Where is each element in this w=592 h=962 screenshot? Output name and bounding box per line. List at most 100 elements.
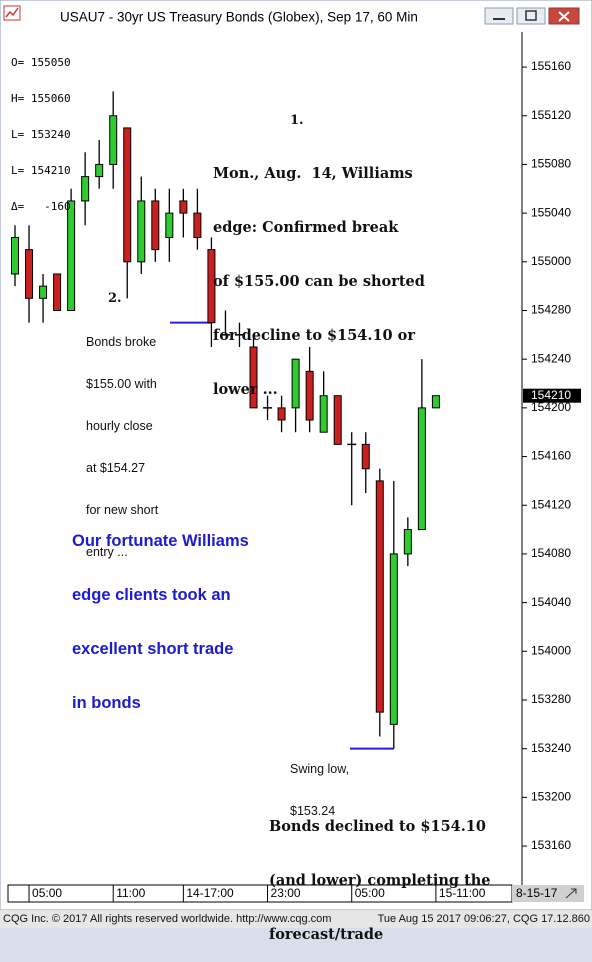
expand-glyph	[565, 888, 577, 899]
y-tick-label: 154080	[531, 546, 571, 560]
y-tick-label: 155040	[531, 205, 571, 219]
annotation-line: forecast/trade	[269, 926, 384, 943]
ohlc-value: 155050	[30, 56, 71, 69]
annotation-line: of $155.00 can be shorted	[213, 273, 425, 290]
y-tick-label: 154040	[531, 595, 571, 609]
chart: USAU7 - 30yr US Treasury Bonds (Globex),…	[0, 0, 592, 928]
ohlc-row: L= 153240	[11, 129, 71, 141]
x-axis-date: 8-15-17	[516, 886, 558, 900]
annotation-line: at $154.27	[86, 461, 146, 475]
y-tick-label: 155000	[531, 254, 571, 268]
annotation-number: 1.	[290, 113, 304, 128]
candle-body	[319, 395, 328, 433]
annotation-line: Our fortunate Williams	[72, 532, 249, 550]
annotation: Mon., Aug. 14, Williams edge: Confirmed …	[213, 129, 425, 417]
annotation-line: Mon., Aug. 14, Williams	[213, 165, 413, 182]
candle-body	[137, 200, 146, 263]
y-tick-label: 153160	[531, 838, 571, 852]
window-title: USAU7 - 30yr US Treasury Bonds (Globex),…	[60, 10, 418, 25]
candle-body	[123, 127, 132, 263]
annotation-line: edge: Confirmed break	[213, 219, 399, 236]
y-tick-label: 153240	[531, 741, 571, 755]
annotation-line: Bonds declined to $154.10	[269, 818, 486, 835]
x-tick-label: 11:00	[116, 886, 145, 900]
ohlc-value: -160	[44, 200, 71, 213]
candle-body	[431, 395, 440, 409]
footer-band	[0, 910, 592, 928]
candle-body	[389, 553, 398, 725]
annotation-line: (and lower) completing the	[269, 872, 491, 889]
ohlc-label: L=	[11, 128, 25, 141]
last-price-box	[523, 388, 581, 403]
y-tick-label: 155160	[531, 59, 571, 73]
ohlc-row: H= 155060	[11, 93, 71, 105]
candle-body	[207, 249, 216, 324]
y-tick-label: 153280	[531, 692, 571, 706]
plot-area	[8, 32, 522, 885]
y-tick-label: 153200	[531, 790, 571, 804]
footer-left: CQG Inc. © 2017 All rights reserved worl…	[3, 913, 332, 925]
x-tick-label: 05:00	[355, 886, 385, 900]
candle-body	[179, 200, 188, 214]
annotation-line: Bonds broke	[86, 335, 157, 349]
candle-body	[291, 358, 300, 409]
annotation-line: for decline to $154.10 or	[213, 327, 415, 344]
annotation-line: in bonds	[72, 694, 141, 712]
candle-body	[375, 480, 384, 713]
annotation-line: for new short	[86, 503, 159, 517]
candle-body	[53, 273, 62, 311]
annotation-line: lower ...	[213, 381, 278, 398]
ohlc-box: O= 155050 H= 155060 L= 153240 L= 154210 …	[11, 33, 71, 225]
candle-body	[249, 346, 258, 409]
annotation: Our fortunate Williams edge clients took…	[72, 496, 249, 730]
ohlc-row: L= 154210	[11, 165, 71, 177]
candle-body	[39, 285, 48, 299]
candle-body	[220, 334, 230, 336]
y-tick-label: 154000	[531, 643, 571, 657]
candle-body	[165, 212, 174, 238]
candle-body	[277, 407, 286, 421]
x-tick-label: 05:00	[32, 886, 62, 900]
candle-body	[347, 443, 357, 446]
candle-body	[417, 407, 426, 531]
maximize-glyph	[525, 10, 537, 21]
annotation-line: $153.24	[290, 804, 336, 818]
candle-body	[333, 395, 342, 445]
y-tick-label: 154200	[531, 400, 571, 414]
candle-body	[193, 212, 202, 238]
candle-body	[234, 334, 244, 336]
minimize-button[interactable]	[484, 7, 514, 25]
y-tick-label: 154280	[531, 303, 571, 317]
annotation-line: $155.00 with	[86, 377, 157, 391]
y-tick-label: 155120	[531, 108, 571, 122]
annotation: Bonds declined to $154.10 (and lower) co…	[269, 782, 491, 962]
ohlc-label: O=	[11, 56, 25, 69]
annotation: Swing low, $153.24	[290, 734, 349, 832]
candle-body	[95, 163, 104, 178]
annotation-line: edge clients took an	[72, 586, 231, 604]
candle-body	[11, 236, 19, 275]
ohlc-row: O= 155050	[11, 57, 71, 69]
x-tick-label: 23:00	[271, 886, 301, 900]
ohlc-value: 153240	[30, 128, 71, 141]
maximize-button[interactable]	[516, 7, 546, 25]
window-icon-glyph	[5, 7, 19, 18]
ohlc-value: 154210	[30, 164, 71, 177]
annotation-line: entry ...	[86, 545, 128, 559]
candle-body	[81, 176, 90, 202]
ohlc-label: L=	[11, 164, 25, 177]
ohlc-label: H=	[11, 92, 25, 105]
candle-body	[305, 370, 314, 421]
x-tick-label: 14-17:00	[186, 886, 234, 900]
candle-body	[67, 200, 76, 311]
candle-body	[403, 529, 412, 555]
ohlc-row: Δ= -160	[11, 201, 71, 213]
annotation-line: excellent short trade	[72, 640, 234, 658]
y-tick-label: 154120	[531, 497, 571, 511]
annotation: Bonds broke $155.00 with hourly close at…	[86, 307, 158, 573]
last-price-label: 154210	[531, 388, 571, 402]
candle-body	[263, 407, 273, 409]
x-tick-label: 15-11:00	[439, 886, 486, 900]
close-glyph	[558, 11, 570, 22]
